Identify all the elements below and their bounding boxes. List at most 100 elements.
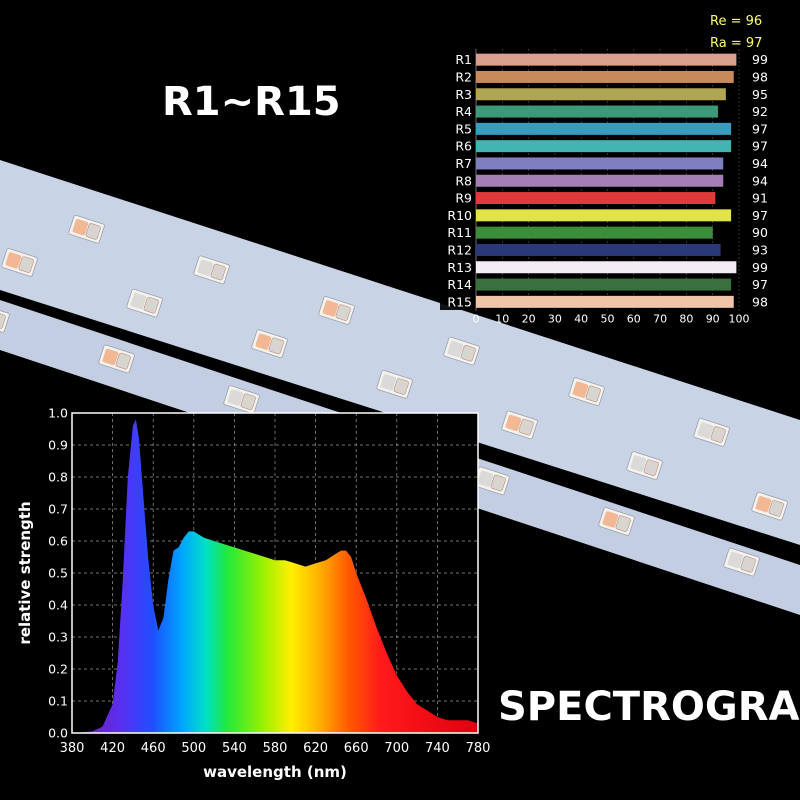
- cri-category-label: R9: [455, 191, 472, 206]
- led-chip-lens: [615, 515, 631, 532]
- led-chip-lens: [210, 263, 226, 281]
- led-chip-lens: [585, 385, 601, 403]
- led-chip-lens: [143, 296, 159, 314]
- led-chip-phosphor: [380, 374, 397, 391]
- spectrum-plot-frame: [71, 412, 479, 734]
- cri-bar: [476, 295, 734, 308]
- led-chip-phosphor: [630, 455, 647, 472]
- spectrum-y-tick-label: 0.6: [48, 534, 68, 549]
- led-chip-lens: [393, 378, 409, 395]
- cri-bar: [476, 174, 724, 187]
- cri-category-label: R12: [447, 242, 472, 257]
- led-chip: [251, 329, 288, 359]
- cri-category-labels: R1 R2 R3 R4 R5 R6 R7 R8 R9 R10 R11 R12 R13 R14 R15: [447, 52, 472, 309]
- cri-category-label: R4: [455, 104, 472, 119]
- cri-category-label: R14: [447, 277, 472, 292]
- led-chip-lens: [18, 256, 34, 273]
- spectrum-y-tick-labels: 0.0 0.1 0.2 0.3 0.4 0.5 0.6 0.7 0.8 0.9 1.0: [48, 406, 68, 741]
- led-chip-phosphor: [72, 219, 89, 236]
- cri-bar: [476, 140, 732, 153]
- cri-category-label: R3: [455, 87, 472, 102]
- led-chip-phosphor: [447, 340, 464, 358]
- led-chip: [376, 369, 413, 399]
- cri-category-label: R7: [455, 156, 472, 171]
- cri-annotation-ra: Ra = 97: [710, 36, 762, 51]
- cri-bar: [476, 157, 724, 170]
- cri-value-label: 90: [752, 225, 768, 240]
- led-chip-phosphor: [197, 259, 214, 276]
- cri-x-tick-label: 80: [679, 313, 693, 326]
- led-chip: [98, 344, 135, 374]
- spectrum-x-tick-label: 500: [181, 741, 206, 756]
- led-chip-phosphor: [755, 496, 772, 513]
- spectrum-x-tick-label: 620: [303, 741, 328, 756]
- cri-category-label: R13: [447, 260, 472, 275]
- led-chip: [223, 385, 260, 414]
- led-chip-phosphor: [322, 300, 339, 317]
- spectrum-y-tick-label: 0.5: [48, 566, 68, 581]
- spectrum-y-tick-label: 0.8: [48, 470, 68, 485]
- led-chip-lens: [115, 352, 131, 370]
- cri-value-label: 97: [752, 139, 768, 154]
- spectrum-y-tick-label: 0.4: [48, 598, 68, 613]
- spectrum-x-tick-label: 540: [222, 741, 247, 756]
- spectrum-x-tick-label: 740: [425, 741, 450, 756]
- cri-bar: [476, 243, 721, 256]
- cri-value-label: 92: [752, 104, 768, 119]
- cri-x-tick-label: 20: [522, 313, 536, 326]
- spectrum-chart: 380 420 460 500 540 580 620 660 700 740 780 0.0 0.1…: [16, 406, 490, 782]
- spectrum-curve-area: [72, 419, 478, 733]
- cri-category-label: R11: [447, 225, 472, 240]
- cri-x-tick-label: 40: [574, 313, 588, 326]
- spectrum-x-tick-label: 660: [344, 741, 369, 756]
- cri-x-tick-label: 60: [627, 313, 641, 326]
- led-chip-lens: [268, 337, 284, 355]
- led-chip: [501, 410, 538, 440]
- cri-value-label: 97: [752, 277, 768, 292]
- led-chip-phosphor: [477, 470, 494, 487]
- cri-x-tick-label: 100: [729, 313, 750, 326]
- led-chip-phosphor: [727, 551, 744, 569]
- cri-category-label: R1: [455, 52, 472, 67]
- spectrum-x-tick-label: 460: [141, 741, 166, 756]
- led-chip: [126, 288, 163, 318]
- led-chip: [723, 547, 760, 577]
- spectrum-x-tick-label: 580: [263, 741, 288, 756]
- cri-value-label: 98: [752, 294, 768, 309]
- led-chip-lens: [490, 474, 506, 492]
- led-chip-phosphor: [255, 333, 272, 350]
- led-chip-phosphor: [505, 414, 522, 432]
- cri-value-label: 95: [752, 87, 768, 102]
- spectrum-x-tick-label: 780: [466, 741, 491, 756]
- cri-bar: [476, 70, 734, 83]
- cri-x-tick-label: 0: [473, 313, 480, 326]
- spectrum-x-tick-label: 420: [100, 741, 125, 756]
- spectrum-y-tick-label: 0.1: [48, 694, 68, 709]
- spectrum-y-tick-label: 0.3: [48, 630, 68, 645]
- spectrum-y-tick-label: 0.7: [48, 502, 68, 517]
- led-chip: [68, 214, 105, 244]
- cri-category-label: R6: [455, 139, 472, 154]
- spectrum-x-tick-label: 700: [384, 741, 409, 756]
- cri-bar: [476, 105, 718, 118]
- cri-category-label: R8: [455, 173, 472, 188]
- led-chip: [598, 507, 635, 536]
- led-chip: [1, 248, 38, 277]
- led-chip-lens: [335, 304, 351, 321]
- cri-x-tick-label: 30: [548, 313, 562, 326]
- led-chip: [443, 336, 480, 366]
- spectrum-y-tick-label: 0.2: [48, 662, 68, 677]
- cri-value-label: 91: [752, 191, 768, 206]
- cri-bar: [476, 192, 716, 205]
- led-chip-lens: [740, 555, 756, 573]
- cri-x-tick-labels: 0 10 20 30 40 50 60 70 80 90 100: [473, 313, 750, 326]
- led-chip: [318, 296, 355, 325]
- led-chip-phosphor: [602, 511, 619, 528]
- led-chip-phosphor: [5, 252, 22, 269]
- cri-category-label: R10: [447, 208, 472, 223]
- cri-value-label: 99: [752, 260, 768, 275]
- led-chip: [568, 377, 605, 407]
- spectrum-x-tick-labels: 380 420 460 500 540 580 620 660 700 740 780: [60, 741, 491, 756]
